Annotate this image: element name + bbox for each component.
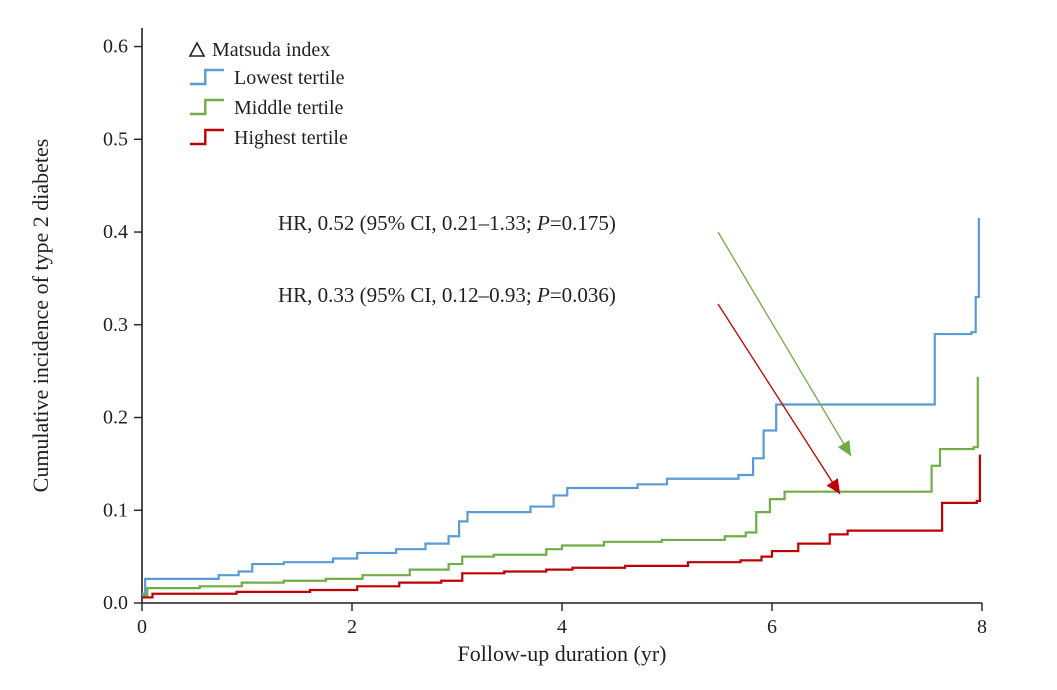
y-tick-label: 0.6 (103, 36, 128, 58)
y-tick-label: 0.2 (103, 407, 128, 429)
y-tick-label: 0.4 (103, 221, 128, 243)
y-tick-label: 0.3 (103, 314, 128, 336)
legend-item-label: Middle tertile (234, 97, 344, 119)
plot-bg (0, 0, 1057, 690)
hr-highest-text: HR, 0.33 (95% CI, 0.12–0.93; P=0.036) (278, 283, 616, 307)
legend-title: Matsuda index (212, 39, 330, 61)
x-tick-label: 0 (137, 616, 147, 638)
x-tick-label: 6 (767, 616, 777, 638)
x-tick-label: 2 (347, 616, 357, 638)
chart-container: 0 2 4 6 8 Follow-up duration (yr) 0.0 0.1 0.2 0.3… (0, 0, 1057, 690)
y-axis-label: Cumulative incidence of type 2 diabetes (28, 139, 53, 493)
x-tick-label: 4 (557, 616, 567, 638)
y-tick-label: 0.0 (103, 592, 128, 614)
y-tick-label: 0.5 (103, 128, 128, 150)
x-axis-label: Follow-up duration (yr) (458, 641, 667, 666)
hr-middle-text: HR, 0.52 (95% CI, 0.21–1.33; P=0.175) (278, 211, 616, 235)
x-tick-label: 8 (977, 616, 987, 638)
legend-item-label: Lowest tertile (234, 67, 345, 89)
legend-item-label: Highest tertile (234, 127, 348, 149)
km-step-chart: 0 2 4 6 8 Follow-up duration (yr) 0.0 0.1 0.2 0.3… (0, 0, 1057, 690)
y-tick-label: 0.1 (103, 499, 128, 521)
